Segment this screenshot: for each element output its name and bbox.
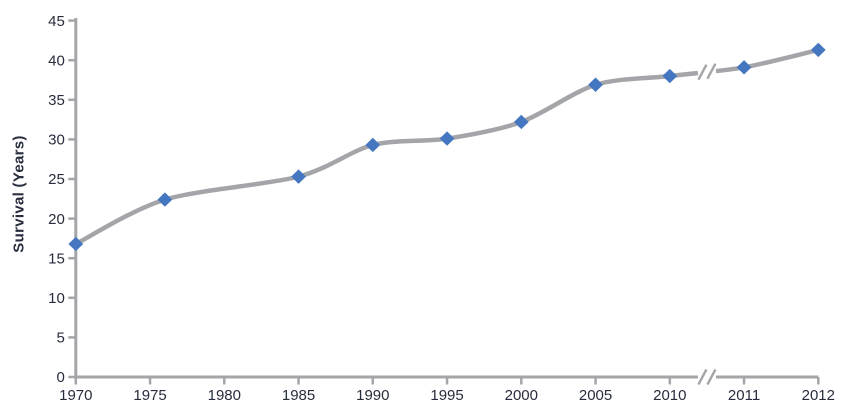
x-tick-label: 1970 <box>59 387 92 404</box>
y-tick-label: 40 <box>48 52 65 69</box>
data-line-break-gap <box>697 66 717 77</box>
y-tick-label: 30 <box>48 132 65 149</box>
y-tick-label: 10 <box>48 290 65 307</box>
y-tick-label: 15 <box>48 250 65 267</box>
x-tick-label: 2005 <box>579 387 612 404</box>
data-point-1985 <box>291 169 306 184</box>
data-point-2011 <box>736 60 752 75</box>
data-point-1970 <box>68 236 84 252</box>
x-tick-label: 2011 <box>728 387 760 404</box>
data-line <box>73 47 821 247</box>
data-line-break-slash <box>706 63 717 80</box>
x-axis-break-slash <box>706 368 717 386</box>
x-tick-label: 1980 <box>208 387 241 404</box>
data-point-2012 <box>810 42 826 58</box>
x-tick-label: 2012 <box>802 387 835 404</box>
data-point-1976 <box>157 192 173 207</box>
data-point-1990 <box>365 137 381 153</box>
data-point-2000 <box>513 114 529 130</box>
data-point-2010 <box>662 68 678 84</box>
x-tick-label: 1990 <box>356 387 389 404</box>
y-axis-title: Survival (Years) <box>10 135 28 253</box>
y-tick-label: 25 <box>48 171 65 188</box>
y-tick-label: 35 <box>48 92 65 109</box>
x-tick-label: 2010 <box>653 387 686 404</box>
y-tick-label: 0 <box>56 369 64 386</box>
y-tick-label: 20 <box>48 211 65 228</box>
y-tick-label: 5 <box>56 330 64 347</box>
x-tick-label: 1985 <box>282 387 315 404</box>
x-tick-label: 1975 <box>133 387 166 404</box>
x-tick-label: 2000 <box>505 387 538 404</box>
x-axis-break-slash <box>697 368 708 386</box>
x-tick-label: 1995 <box>430 387 463 404</box>
data-line-break-slash <box>697 64 708 81</box>
data-point-2005 <box>588 77 603 92</box>
y-tick-label: 45 <box>48 13 65 30</box>
data-point-1995 <box>439 131 455 146</box>
